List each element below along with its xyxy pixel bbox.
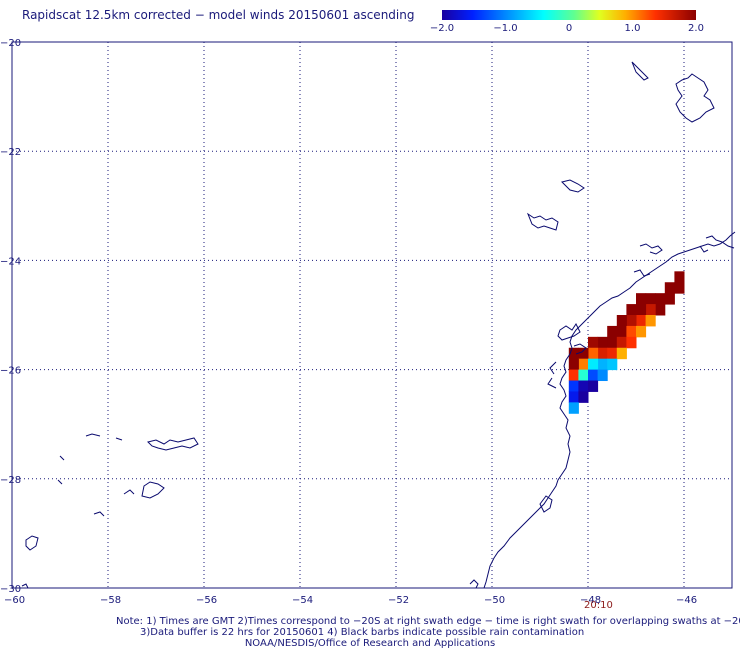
latitude-tick-label: −22 [0,147,21,158]
coastline-paranagua [557,323,581,341]
swath-cell [597,369,608,382]
latitude-tick-label: −26 [0,366,21,377]
swath-cell [616,325,627,338]
swath-cell [674,271,685,283]
note-line-2: 3)Data buffer is 22 hrs for 20150601 4) … [140,627,585,638]
swath-cell [636,293,647,305]
coastline-bay-north [699,235,735,253]
swath-cell [568,391,579,403]
island-ne-3 [561,179,585,193]
swath-cell [655,293,666,305]
swath-cell [578,380,589,392]
swath-cell [568,380,579,392]
swath-cell [616,347,627,360]
island-ne-1 [631,61,649,81]
swath-cell [607,325,618,338]
latitude-tick-label: −24 [0,256,21,267]
coastline [21,61,736,589]
coastline-brazil [483,231,736,589]
swath-cell [588,380,599,392]
longitude-tick-labels: −60 −58 −56 −54 −52 −50 −48 −46 [4,595,697,606]
swath-cell [597,347,608,360]
swath-cell [645,293,656,305]
swath-cell [597,336,608,349]
colorbar-tick-labels: −2.0 −1.0 0 1.0 2.0 [430,23,704,34]
swath-time-label: 20:10 [584,600,613,611]
swath-cell [655,304,666,316]
colorbar-tick-label: 0 [566,23,572,34]
island-ne-2 [675,73,715,123]
swath-cell [664,282,675,294]
swath-cell [568,402,579,414]
swath-cell [578,369,589,382]
swath-cell [626,336,637,349]
swath-cell [626,325,637,338]
coastline-estuary [633,243,663,277]
swath-cell [626,315,637,327]
swath-cell [588,369,599,382]
scatterometer-swath [568,271,685,414]
swath-cell [607,347,618,360]
swath-cell [607,358,618,371]
swath-cell [616,315,627,327]
coastline-lagoon-south [469,579,479,589]
map-title: Rapidscat 12.5km corrected − model winds… [22,8,415,22]
coastline-inlet [547,343,587,389]
swath-cell [645,315,656,327]
longitude-tick-label: −60 [4,595,25,606]
colorbar-tick-label: −1.0 [493,23,517,34]
longitude-tick-label: −58 [100,595,121,606]
graticule [12,42,732,588]
swath-cell [636,315,647,327]
island-w-3 [57,433,135,517]
swath-cell [607,336,618,349]
latitude-tick-label: −28 [0,475,21,486]
swath-cell [568,347,579,360]
credit-line: NOAA/NESDIS/Office of Research and Appli… [244,638,496,649]
latitude-tick-labels: −20 −22 −24 −26 −28 −30 [0,38,21,595]
swath-cell [674,282,685,294]
swath-cell [616,336,627,349]
swath-cell [588,347,599,360]
swath-cell [597,358,608,371]
swath-cell [636,304,647,316]
longitude-tick-label: −52 [388,595,409,606]
longitude-tick-label: −46 [676,595,697,606]
swath-cell [664,293,675,305]
longitude-tick-label: −56 [196,595,217,606]
swath-cell [578,347,589,360]
colorbar-tick-label: 2.0 [688,23,704,34]
coastline-lagoon [539,495,553,513]
island-w-4 [21,535,39,589]
longitude-tick-label: −50 [484,595,505,606]
island-ne-4 [526,212,559,231]
latitude-tick-label: −30 [0,584,21,595]
plot-frame [11,41,733,589]
swath-cell [645,304,656,316]
swath-cell [588,358,599,371]
swath-cell [588,336,599,349]
colorbar-tick-label: 1.0 [625,23,641,34]
swath-cell [636,325,647,338]
colorbar-gradient [442,10,696,20]
swath-cell [578,391,589,403]
swath-cell [626,304,637,316]
island-w-1 [147,437,199,451]
plot-area: −60 −58 −56 −54 −52 −50 −48 −46 −20 −22 −24 −26 −28… [0,38,736,611]
island-w-2 [141,481,165,499]
longitude-tick-label: −48 [580,595,601,606]
swath-cell [568,358,579,371]
swath-cell [578,358,589,371]
swath-cell [568,369,579,382]
note-line-1: Note: 1) Times are GMT 2)Times correspon… [116,616,740,627]
longitude-tick-label: −54 [292,595,313,606]
colorbar-tick-label: −2.0 [430,23,454,34]
colorbar: −2.0 −1.0 0 1.0 2.0 [430,10,704,34]
latitude-tick-label: −20 [0,38,21,49]
